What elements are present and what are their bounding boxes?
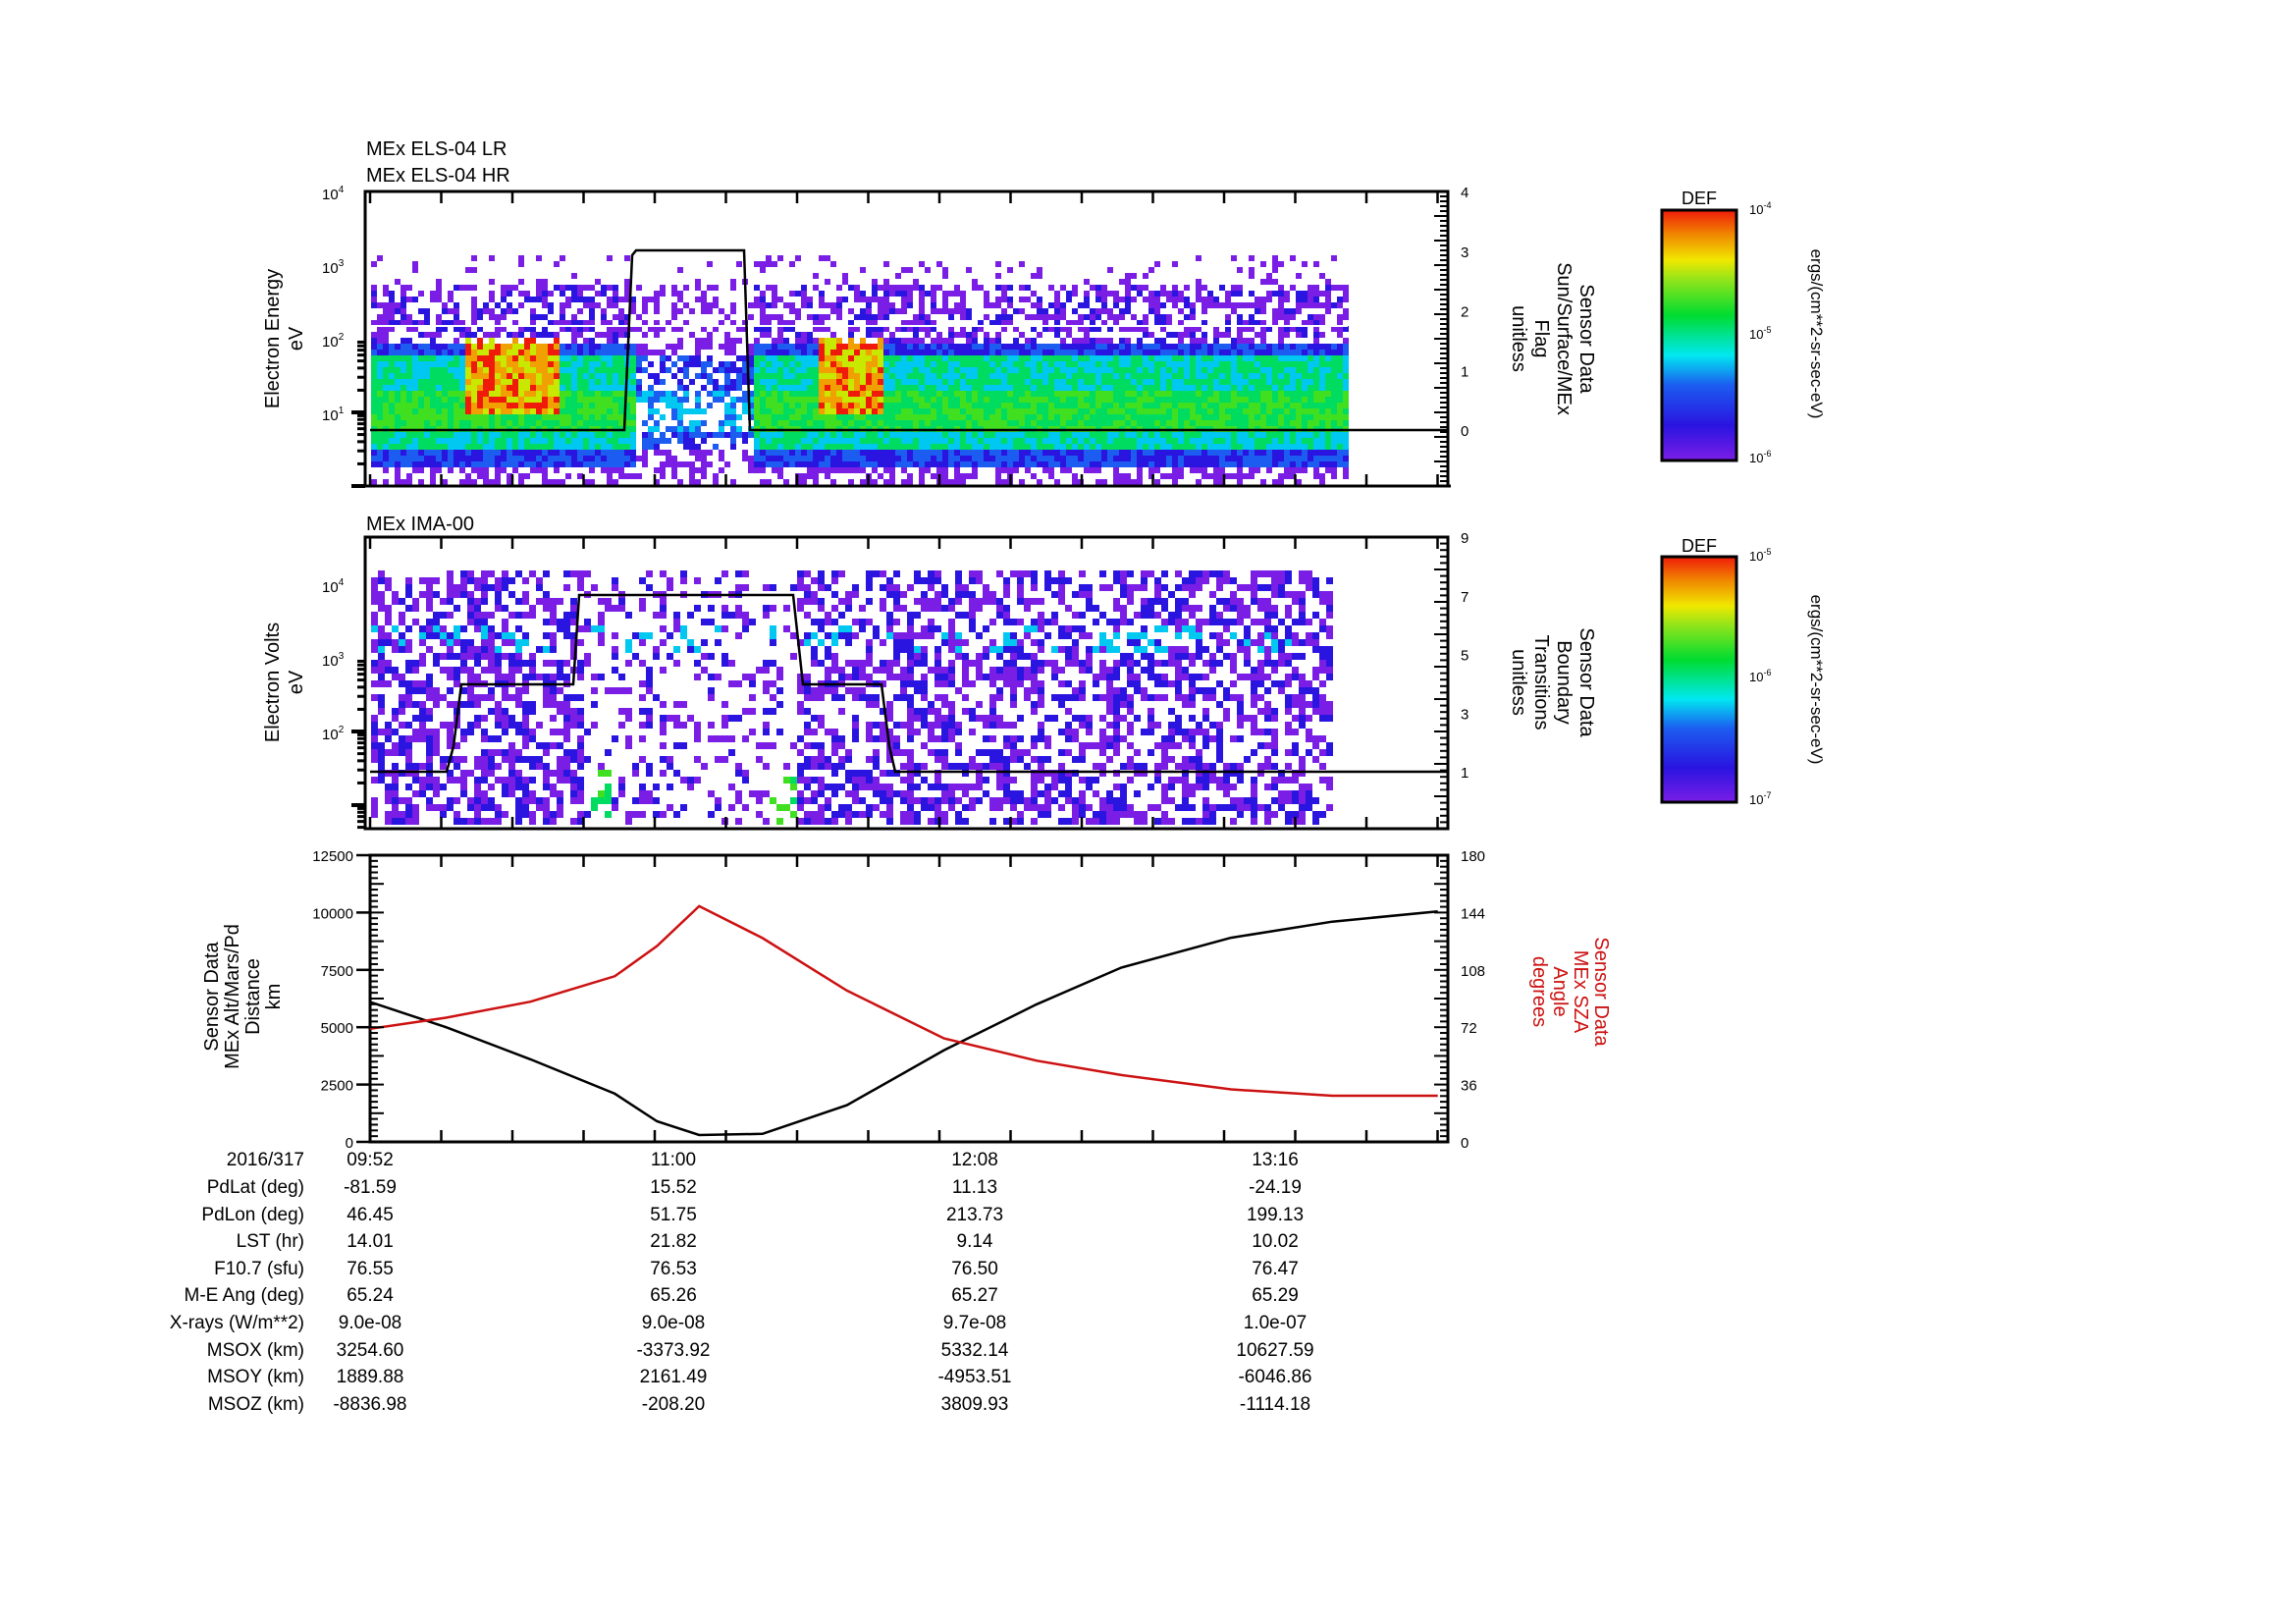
table-cell: 9.0e-08	[338, 1313, 402, 1333]
row-label: M-E Ang (deg)	[184, 1285, 305, 1307]
table-cell: 9.7e-08	[942, 1313, 1007, 1333]
table-cell: 21.82	[650, 1231, 697, 1253]
table-cell: 1.0e-07	[1243, 1313, 1308, 1333]
svg-text:1: 1	[1461, 363, 1468, 380]
time-cell: 12:08	[951, 1150, 998, 1170]
date-label: 2016/317	[226, 1150, 304, 1170]
flag-line	[370, 248, 1448, 432]
row-label: X-rays (W/m**2)	[169, 1313, 304, 1333]
svg-text:Sensor Data: Sensor Data	[1575, 284, 1597, 394]
table-cell: 213.73	[945, 1204, 1004, 1225]
row-label: MSOY (km)	[207, 1367, 304, 1388]
table-cell: -208.20	[641, 1393, 706, 1415]
row-label: MSOZ (km)	[207, 1393, 304, 1415]
table-cell: -81.59	[344, 1177, 397, 1198]
table-cell: 5332.14	[940, 1339, 1009, 1361]
svg-text:Flag: Flag	[1530, 320, 1552, 358]
colorbar-units: ergs/(cm**2-sr-sec-eV)	[1807, 249, 1826, 419]
colorbar-title: DEF	[1682, 189, 1717, 208]
els-spectrogram-heatmap	[371, 255, 1349, 485]
table-cell: 46.45	[347, 1204, 394, 1225]
row-label: PdLon (deg)	[201, 1204, 304, 1225]
table-cell: 76.55	[347, 1258, 394, 1279]
row-label: LST (hr)	[236, 1231, 304, 1253]
row-label: PdLat (deg)	[206, 1177, 304, 1198]
orbit-plot-frame	[368, 853, 1450, 1144]
time-cell: 11:00	[650, 1150, 697, 1170]
right-axis-label: Sensor Data MEx SZA Angle degrees	[1528, 937, 1612, 1047]
svg-text:10-5: 10-5	[1749, 325, 1771, 342]
table-cell: 51.75	[650, 1204, 697, 1225]
row-label: F10.7 (sfu)	[214, 1258, 304, 1279]
svg-text:10-4: 10-4	[1749, 200, 1771, 217]
table-cell: 11.13	[951, 1177, 998, 1198]
svg-text:unitless: unitless	[1508, 305, 1529, 372]
table-cell: 76.53	[650, 1258, 697, 1279]
svg-text:102: 102	[322, 332, 345, 351]
time-cell: 13:16	[1252, 1150, 1299, 1170]
colorbar-ima: DEF 10-5 10-6 10-7 ergs/(cm**2-sr-sec-eV…	[1660, 536, 1826, 807]
svg-text:2: 2	[1461, 304, 1468, 321]
table-cell: 10627.59	[1236, 1339, 1314, 1361]
row-label: MSOX (km)	[206, 1339, 304, 1361]
panel-title: MEx IMA-00	[366, 514, 474, 535]
table-cell: -8836.98	[333, 1393, 407, 1415]
colorbar-title: DEF	[1682, 536, 1717, 556]
table-cell: 14.01	[347, 1231, 394, 1253]
colorbar-units: ergs/(cm**2-sr-sec-eV)	[1807, 595, 1826, 765]
panel-title: MEx ELS-04 LR	[366, 138, 507, 160]
colorbar-els: DEF 10-4 10-5 10-6 ergs/(cm**2-sr-sec-eV…	[1660, 189, 1826, 465]
svg-text:104: 104	[322, 185, 345, 203]
svg-text:Electron Energy: Electron Energy	[262, 269, 284, 408]
y-axis-label: Electron Energy eV	[262, 269, 307, 408]
table-cell: 199.13	[1246, 1204, 1305, 1225]
time-cell: 09:52	[347, 1150, 394, 1170]
boundary-transitions-line	[370, 593, 1448, 774]
table-cell: 65.27	[951, 1285, 998, 1307]
svg-text:eV: eV	[286, 326, 307, 351]
table-cell: 76.47	[1252, 1258, 1299, 1279]
y-axis-label: Electron Volts eV	[262, 622, 307, 742]
svg-text:4: 4	[1461, 185, 1468, 201]
ima-plot-frame	[363, 535, 1450, 831]
table-cell: 10.02	[1252, 1231, 1299, 1253]
svg-text:0: 0	[1461, 423, 1468, 440]
table-cell: -3373.92	[636, 1339, 711, 1361]
table-cell: 65.29	[1252, 1285, 1299, 1307]
table-cell: 15.52	[650, 1177, 697, 1198]
svg-text:Sun/Surface/MEx: Sun/Surface/MEx	[1553, 262, 1575, 415]
table-cell: -1114.18	[1239, 1393, 1311, 1415]
table-cell: -6046.86	[1238, 1367, 1312, 1388]
table-cell: 76.50	[951, 1258, 998, 1279]
sza-line	[369, 904, 1438, 1098]
table-cell: 9.14	[956, 1231, 993, 1253]
svg-text:101: 101	[322, 406, 345, 424]
table-cell: -4953.51	[937, 1367, 1012, 1388]
table-cell: 65.24	[347, 1285, 394, 1307]
altitude-line	[369, 909, 1438, 1137]
panel-title: MEx ELS-04 HR	[366, 165, 510, 187]
svg-text:10-6: 10-6	[1749, 449, 1771, 465]
els-spectrogram-panel: 104 103 102 101 4 3 2 1 0 MEx ELS-04 LR MEx ELS-…	[262, 138, 1597, 488]
svg-text:3: 3	[1461, 244, 1468, 261]
table-cell: 3254.60	[336, 1339, 404, 1361]
table-cell: -24.19	[1249, 1177, 1302, 1198]
svg-text:103: 103	[322, 258, 345, 277]
table-cell: 9.0e-08	[641, 1313, 706, 1333]
right-axis-label: Sensor Data Sun/Surface/MEx Flag unitles…	[1508, 262, 1597, 415]
y-axis-label: Sensor Data MEx Alt/Mars/Pd Distance km	[201, 924, 285, 1069]
right-axis-label: Sensor Data Boundary Transitions unitles…	[1508, 627, 1597, 737]
table-cell: 2161.49	[639, 1367, 708, 1388]
table-cell: 1889.88	[336, 1367, 404, 1388]
table-cell: 65.26	[650, 1285, 697, 1307]
table-cell: 3809.93	[940, 1393, 1009, 1415]
ima-spectrogram-heatmap	[371, 570, 1333, 825]
